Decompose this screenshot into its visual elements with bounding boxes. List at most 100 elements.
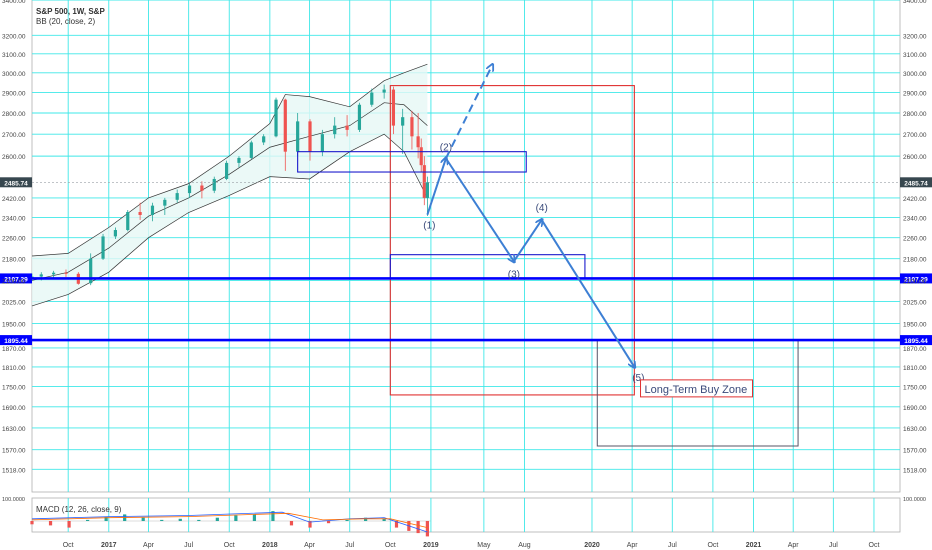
macd-histogram-bar xyxy=(178,518,182,521)
macd-pane-frame xyxy=(31,497,901,533)
macd-indicator-label: MACD (12, 26, close, 9) xyxy=(36,505,122,514)
macd-line xyxy=(31,511,428,533)
candlesticks xyxy=(30,84,429,286)
wave-label: (1) xyxy=(423,221,435,232)
y-tick-label-left: 1570.00 xyxy=(2,448,26,455)
candle-body xyxy=(138,212,142,215)
y-tick-label-right: 1950.00 xyxy=(903,322,927,329)
level-tag-left-text: 2107.29 xyxy=(4,276,28,283)
y-tick-label-right: 2900.00 xyxy=(903,91,927,98)
wave-label: (4) xyxy=(536,203,548,214)
y-tick-label-right: 2025.00 xyxy=(903,300,927,307)
candle-body xyxy=(382,89,386,93)
x-tick-label: 2017 xyxy=(101,542,117,549)
y-tick-label-right: 1518.00 xyxy=(903,467,927,474)
candle-body xyxy=(345,125,349,130)
level-tag-left-text: 1895.44 xyxy=(4,338,28,345)
buy-zone-label-box xyxy=(640,379,754,398)
candle-body xyxy=(296,121,300,152)
x-tick-label: Aug xyxy=(518,542,531,549)
wave-arrow-segment xyxy=(426,158,446,216)
y-tick-label-left: 1750.00 xyxy=(2,385,26,392)
current-price-tag-left-text: 2485.74 xyxy=(4,180,28,187)
macd-histogram-bar xyxy=(326,521,331,524)
macd-histogram-bar xyxy=(86,519,90,521)
candle-body xyxy=(39,274,43,277)
candle-body xyxy=(370,92,374,105)
y-tick-label-right: 1810.00 xyxy=(903,365,927,372)
x-tick-label: 2019 xyxy=(423,542,439,549)
x-tick-label: Apr xyxy=(143,542,155,549)
y-tick-label-left: 2700.00 xyxy=(2,132,26,139)
macd-histogram-bar xyxy=(308,521,312,528)
y-tick-label-right: 2340.00 xyxy=(903,215,927,222)
macd-signal-line xyxy=(31,512,428,528)
macd-histogram-bar xyxy=(425,521,429,537)
candle-body xyxy=(357,104,362,130)
macd-histogram-bar xyxy=(364,517,368,521)
y-tick-label-left: 2180.00 xyxy=(2,257,26,264)
candle-body xyxy=(113,230,118,237)
y-tick-label-right: 2100.00 xyxy=(903,278,927,285)
y-tick-label-left: 1810.00 xyxy=(2,365,26,372)
y-tick-label-right: 1570.00 xyxy=(903,448,927,455)
x-tick-label: Oct xyxy=(224,542,235,549)
macd-histogram-bar xyxy=(289,521,294,526)
candle-body xyxy=(163,199,167,206)
y-tick-label-right: 2800.00 xyxy=(903,111,927,118)
y-tick-label-left: 2025.00 xyxy=(2,300,26,307)
grid-lines xyxy=(31,0,901,533)
buy-zone-bracket xyxy=(596,340,799,447)
wave-arrow-segment xyxy=(540,219,635,367)
bollinger-upper-line xyxy=(31,63,428,257)
candle-body xyxy=(200,185,204,191)
y-tick-label-left: 2100.00 xyxy=(2,278,26,285)
y-tick-label-left: 1950.00 xyxy=(2,322,26,329)
y-tick-label-left: 2600.00 xyxy=(2,154,26,161)
horizontal-levels: 2485.74 2485.74 2107.29 2107.29 1895.44 1895.… xyxy=(0,177,932,346)
current-price-tag-right xyxy=(900,177,932,188)
level-tag-right-text: 2107.29 xyxy=(904,276,928,283)
y-tick-label-right: 2260.00 xyxy=(903,236,927,243)
candle-body xyxy=(101,236,105,259)
y-tick-label-left: 2900.00 xyxy=(2,91,26,98)
level-tag-right-text: 1895.44 xyxy=(904,338,928,345)
candle-body xyxy=(175,193,179,200)
bb-indicator-label: BB (20, close, 2) xyxy=(36,17,96,26)
symbol-title: S&P 500, 1W, S&P xyxy=(36,7,105,16)
x-tick-label: Apr xyxy=(627,542,639,549)
bollinger-band-fill xyxy=(32,64,428,306)
candle-body xyxy=(64,272,68,274)
level-tag-left xyxy=(0,273,32,284)
y-tick-label-left: 2420.00 xyxy=(2,196,26,203)
candle-body xyxy=(320,134,324,152)
current-price-tag-left xyxy=(0,177,32,188)
candle-body xyxy=(150,205,155,215)
candle-body xyxy=(262,136,266,143)
y-tick-label-left: 3000.00 xyxy=(2,71,26,78)
y-tick-label-left: 1690.00 xyxy=(2,405,26,412)
support-box-blue xyxy=(297,151,527,173)
candle-body xyxy=(187,185,192,194)
macd-histogram-bar xyxy=(160,519,164,521)
candle-body xyxy=(391,89,396,126)
macd-histogram-bar xyxy=(30,521,34,525)
candle-body xyxy=(89,258,93,284)
x-tick-label: May xyxy=(477,542,491,549)
x-tick-label: Apr xyxy=(788,542,800,549)
macd-histogram-bar xyxy=(345,519,349,521)
y-tick-label-right: 3000.00 xyxy=(903,71,927,78)
y-tick-label-left: 2260.00 xyxy=(2,236,26,243)
candle-body xyxy=(52,272,56,275)
wave-arrow-segment xyxy=(445,157,514,261)
y-tick-label-right: 1750.00 xyxy=(903,385,927,392)
x-tick-label: 2021 xyxy=(746,542,762,549)
buy-zone-label: Long-Term Buy Zone xyxy=(645,384,748,396)
x-tick-label: 2018 xyxy=(262,542,278,549)
candle-body xyxy=(308,121,312,152)
bollinger-lower-line xyxy=(31,133,428,307)
macd-histogram-bar xyxy=(234,515,238,521)
x-tick-label: Apr xyxy=(304,542,316,549)
y-tick-label-right: 2180.00 xyxy=(903,257,927,264)
x-tick-label: Oct xyxy=(869,542,880,549)
